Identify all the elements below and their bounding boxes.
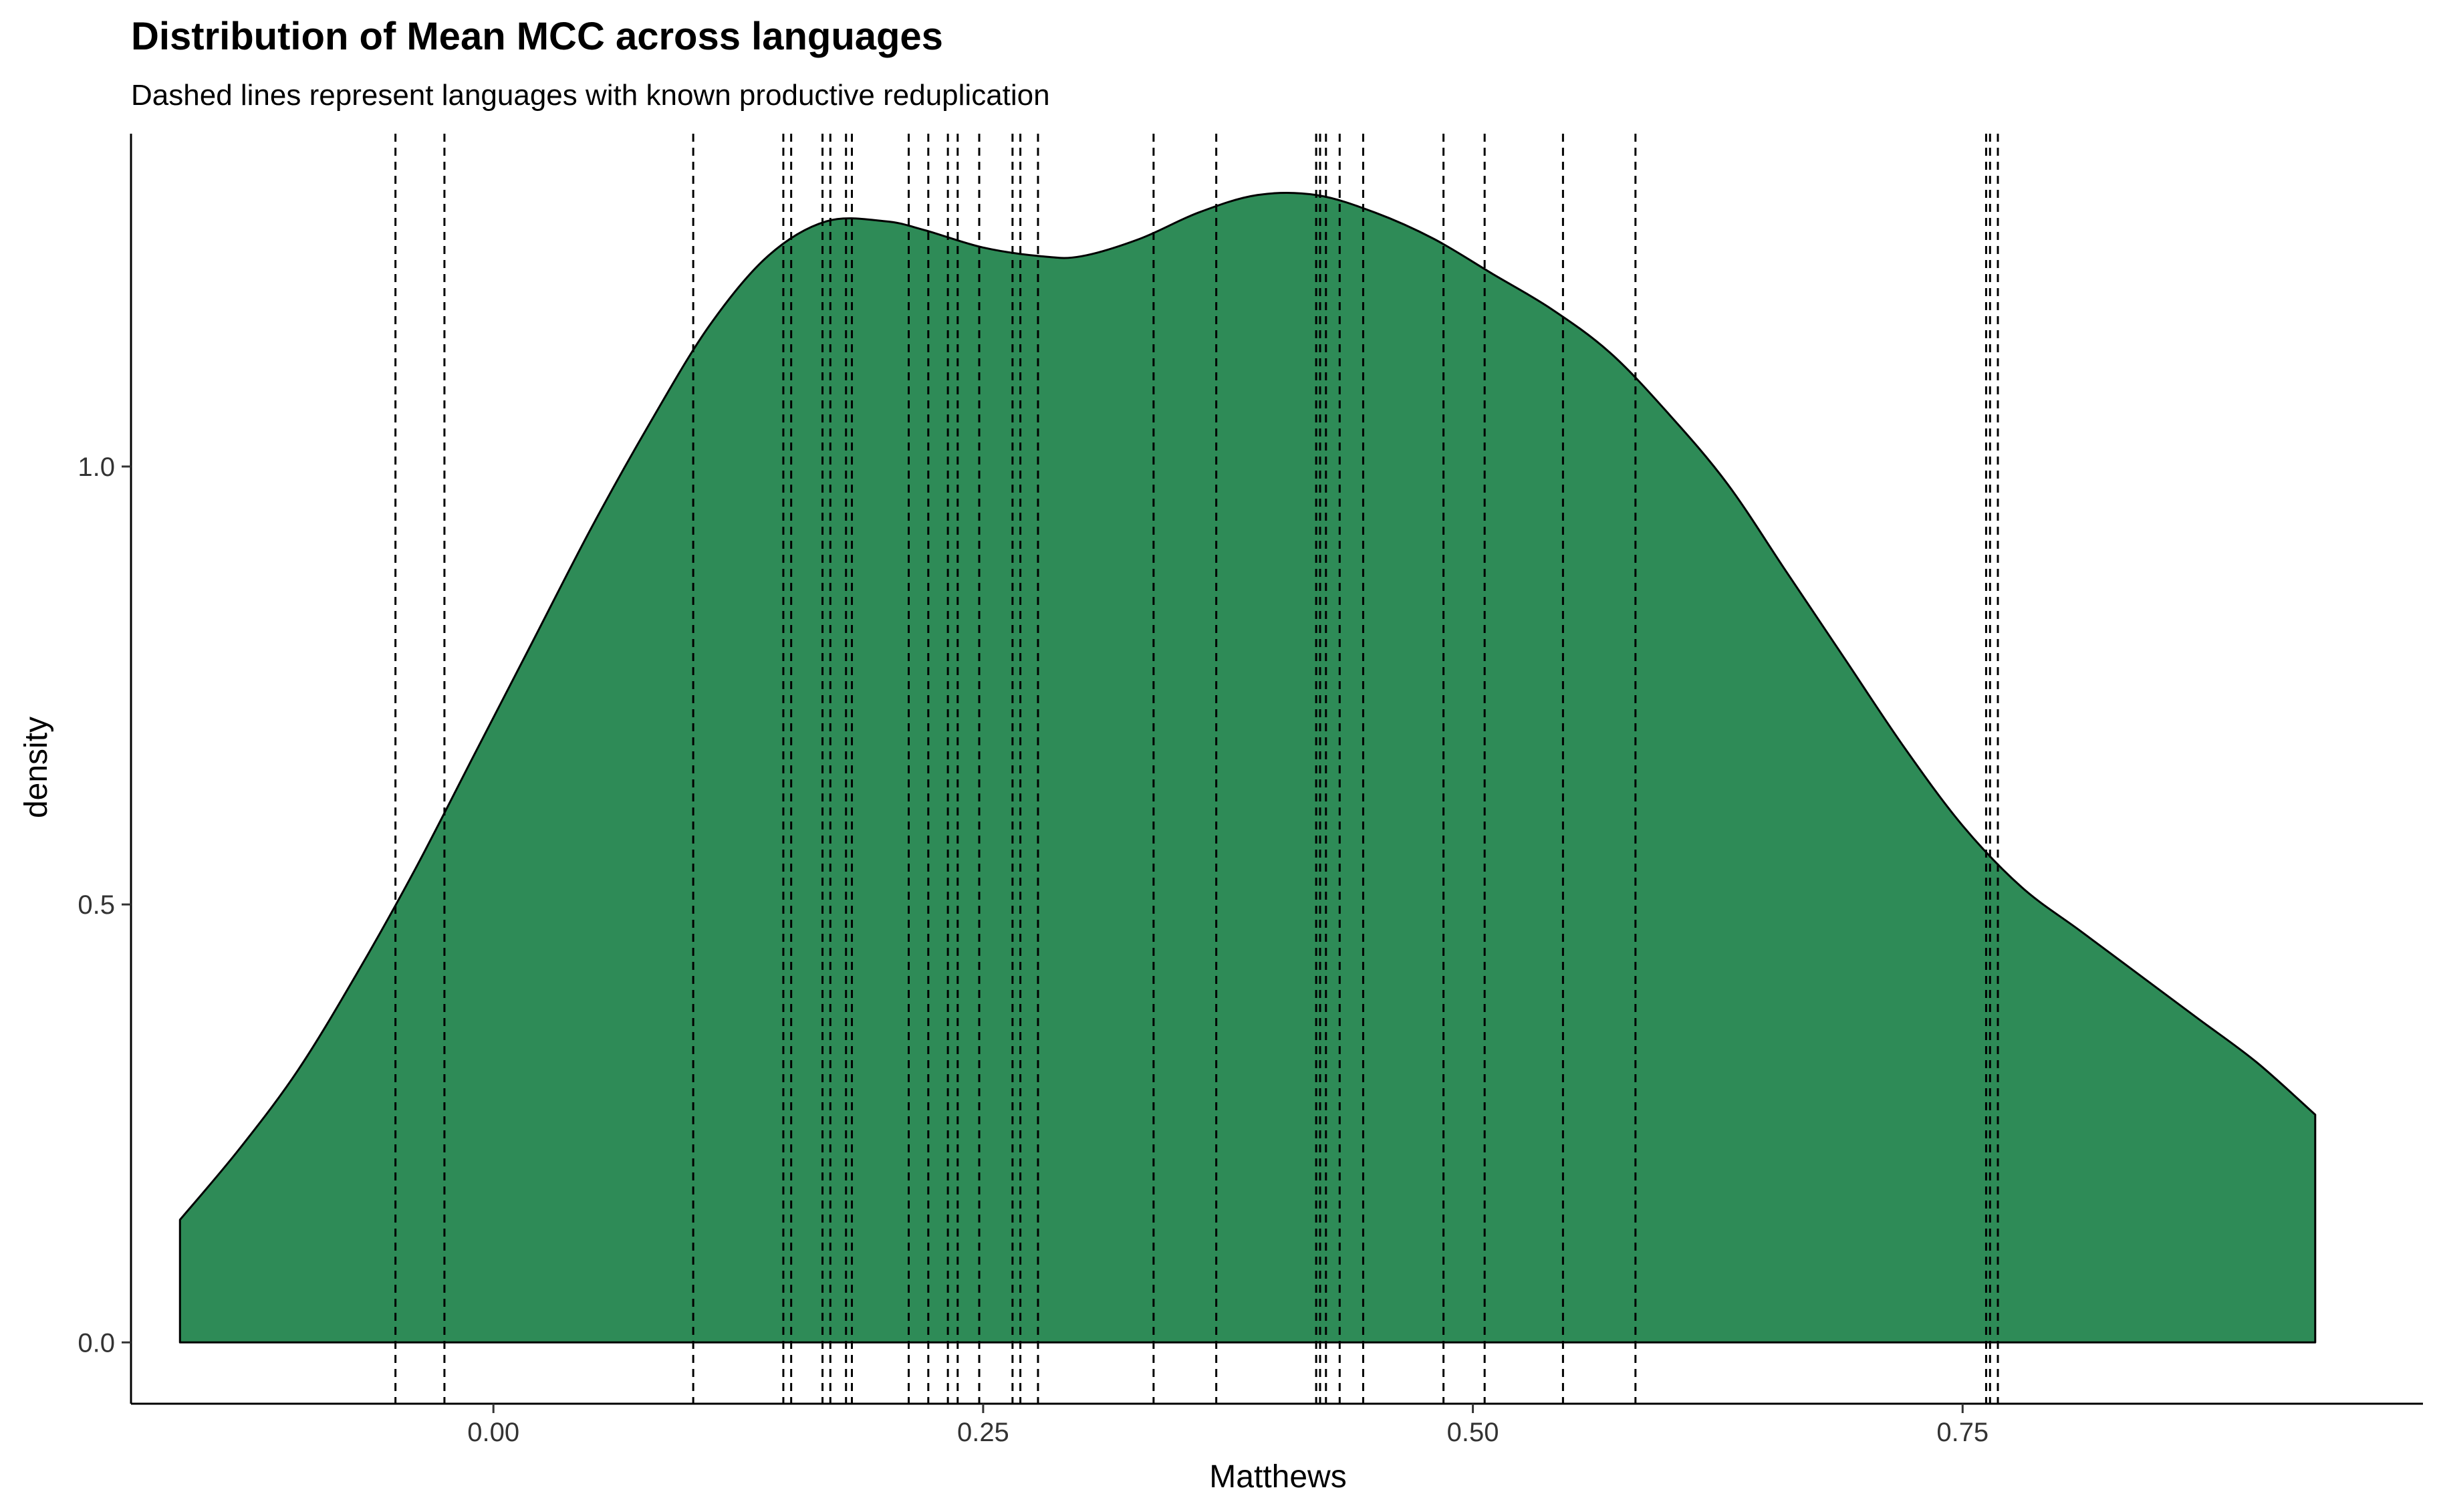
x-axis-title: Matthews (1209, 1459, 1346, 1495)
plot-area (178, 134, 2317, 1404)
y-tick-label: 0.0 (78, 1328, 115, 1358)
reference-lines (394, 134, 1999, 1404)
y-tick-label: 0.5 (78, 890, 115, 920)
chart-subtitle: Dashed lines represent languages with kn… (131, 79, 1050, 112)
x-tick-label: 0.50 (1447, 1418, 1499, 1447)
density-area (178, 191, 2317, 1344)
x-tick-label: 0.75 (1936, 1418, 1989, 1447)
y-tick-label: 1.0 (78, 453, 115, 482)
y-axis-ticks: 0.0 0.5 1.0 (78, 453, 131, 1358)
x-tick-label: 0.00 (467, 1418, 519, 1447)
chart-title: Distribution of Mean MCC across language… (131, 15, 943, 58)
y-axis-title: density (19, 717, 54, 818)
x-tick-label: 0.25 (957, 1418, 1009, 1447)
x-axis-ticks: 0.00 0.25 0.50 0.75 (467, 1404, 1989, 1447)
